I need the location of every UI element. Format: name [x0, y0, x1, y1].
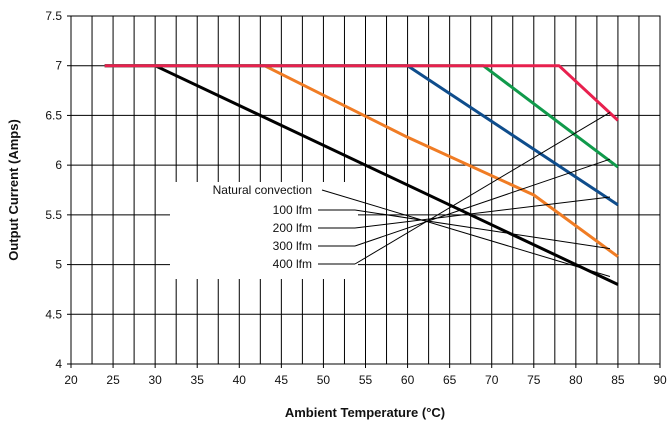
x-tick-label: 20: [64, 373, 78, 387]
tick-layer: 20 25 30 35 40 45 50 55 60 65 70 75 80 85 90 4 4.5 5 5.5 6 6…: [45, 9, 667, 387]
y-tick-label: 7.5: [45, 9, 62, 23]
x-tick-label: 25: [106, 373, 120, 387]
x-axis-title: Ambient Temperature (°C): [285, 405, 445, 420]
x-tick-label: 75: [527, 373, 541, 387]
y-axis-title: Output Current (Amps): [6, 119, 21, 261]
x-tick-label: 35: [191, 373, 205, 387]
x-tick-label: 70: [485, 373, 499, 387]
series-line-4: [104, 64, 619, 122]
x-tick-label: 55: [359, 373, 373, 387]
legend-leader: [354, 112, 611, 265]
x-tick-label: 45: [275, 373, 289, 387]
y-tick-label: 4.5: [45, 307, 62, 321]
legend-label-3: 300 lfm: [273, 239, 312, 253]
y-tick-label: 4: [55, 357, 62, 371]
x-tick-label: 80: [569, 373, 583, 387]
legend-leader: [354, 158, 611, 247]
y-tick-label: 7: [55, 59, 62, 73]
legend-label-0: Natural convection: [213, 183, 312, 197]
x-tick-label: 85: [611, 373, 625, 387]
series-layer: [104, 64, 619, 286]
legend-layer: Natural convection 100 lfm 200 lfm 300 lfm 4…: [213, 183, 312, 271]
leader-layer: [318, 112, 611, 277]
legend-leader: [354, 196, 610, 229]
x-tick-label: 60: [401, 373, 415, 387]
y-tick-label: 6.5: [45, 108, 62, 122]
y-tick-label: 5.5: [45, 208, 62, 222]
x-tick-label: 90: [653, 373, 667, 387]
legend-label-1: 100 lfm: [273, 203, 312, 217]
x-tick-label: 40: [233, 373, 247, 387]
x-tick-label: 50: [317, 373, 331, 387]
x-tick-label: 65: [443, 373, 457, 387]
x-tick-label: 30: [148, 373, 162, 387]
legend-label-2: 200 lfm: [273, 221, 312, 235]
legend-leader: [354, 209, 611, 250]
legend-leader: [321, 189, 611, 277]
legend-label-4: 400 lfm: [273, 257, 312, 271]
series-line-3: [104, 64, 619, 169]
legend-box: [170, 182, 358, 279]
y-tick-label: 5: [55, 258, 62, 272]
y-tick-label: 6: [55, 158, 62, 172]
